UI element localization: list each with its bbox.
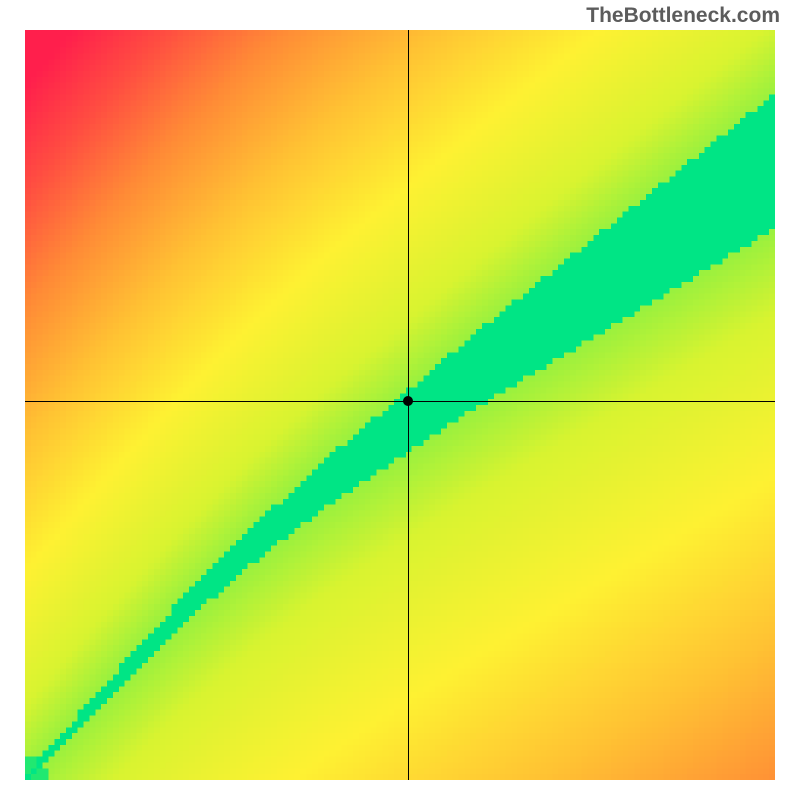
watermark-text: TheBottleneck.com [586,4,780,28]
heatmap-plot [25,30,775,780]
heatmap-canvas [25,30,775,780]
crosshair-horizontal [25,401,775,402]
focus-marker [403,396,413,406]
chart-container: TheBottleneck.com [0,0,800,800]
